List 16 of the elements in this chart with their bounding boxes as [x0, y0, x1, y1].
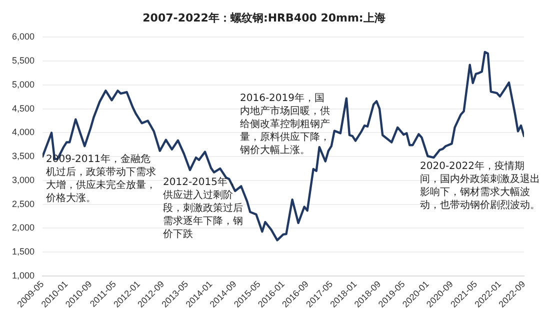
y-tick-label: 6,000 — [12, 32, 35, 42]
y-tick-label: 5,500 — [12, 56, 35, 66]
annotation: 2020-2022年，疫情期间，国内外政策刺激及退出影响下，钢材需求大幅波动，也带动钢价剧烈波动。 — [420, 160, 541, 212]
chart-title: 2007-2022年：螺纹钢:HRB400 20mm:上海 — [142, 11, 386, 24]
y-tick-label: 5,000 — [12, 79, 35, 90]
y-tick-label: 1,000 — [12, 270, 35, 280]
y-tick-label: 3,000 — [12, 174, 35, 185]
y-tick-label: 4,500 — [12, 103, 35, 114]
y-tick-label: 4,000 — [12, 127, 35, 138]
y-tick-label: 2,500 — [12, 198, 35, 209]
annotation: 2009-2011年，金融危机过后，政策带动下需求大增，供应未完全放量，价格大涨。 — [46, 153, 157, 205]
y-tick-label: 1,500 — [12, 246, 35, 257]
annotation: 2012-2015年，供应进入过剩阶段，刺激政策过后需求逐年下降，钢价下跌 — [163, 176, 243, 241]
annotation: 2016-2019年，国内地产市场回暖，供给侧改革控制粗钢产量，原料供应下降，钢价大幅上涨。 — [240, 92, 330, 157]
y-tick-label: 3,500 — [12, 151, 35, 162]
y-tick-label: 2,000 — [12, 222, 35, 233]
